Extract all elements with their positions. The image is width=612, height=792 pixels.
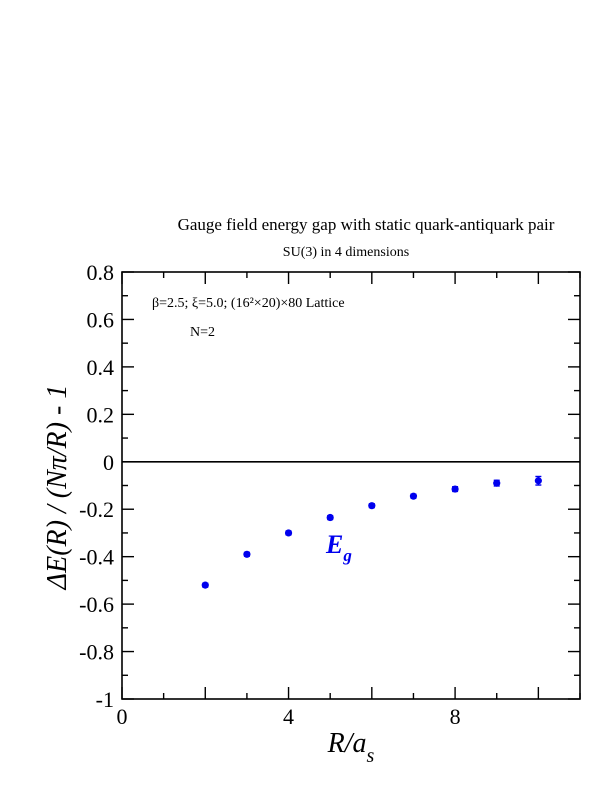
n-annotation: N=2: [190, 325, 215, 340]
data-point: [409, 492, 418, 500]
tick-labels: 0 4 8 -1 -0.8 -0.6 -0.4 -0.2 0 0.2 0.4 0.6 0.8: [79, 260, 460, 729]
data-point: [201, 581, 209, 589]
data-points: [201, 475, 542, 589]
y-tick-label: 0: [103, 450, 114, 475]
y-tick-label: -1: [96, 687, 114, 712]
data-point: [326, 513, 334, 522]
y-tick-label: 0.6: [87, 307, 115, 332]
data-point: [493, 479, 501, 487]
chart-subtitle: SU(3) in 4 dimensions: [283, 245, 409, 260]
params-annotation: β=2.5; ξ=5.0; (16²×20)×80 Lattice: [152, 296, 345, 311]
chart-title: Gauge field energy gap with static quark…: [178, 215, 555, 234]
tick-marks: [121, 271, 581, 700]
series-label: Eg: [325, 530, 352, 565]
y-tick-label: 0.8: [87, 260, 115, 285]
data-point: [243, 550, 251, 558]
data-point: [534, 477, 542, 485]
y-tick-label: 0.2: [87, 402, 115, 427]
x-tick-label: 8: [450, 704, 461, 729]
data-point: [284, 529, 293, 537]
y-tick-label: -0.6: [79, 592, 114, 617]
x-tick-label: 0: [117, 704, 128, 729]
y-tick-label: -0.8: [79, 640, 114, 665]
x-axis-label: R/as: [327, 728, 375, 767]
data-point: [451, 485, 459, 493]
y-tick-label: -0.2: [79, 497, 114, 522]
plot-area: 0 4 8 -1 -0.8 -0.6 -0.4 -0.2 0 0.2 0.4 0.6 0.8: [79, 260, 581, 729]
y-axis-label: ΔE(R) / (Nπ/R) - 1: [42, 385, 73, 591]
y-tick-label: -0.4: [79, 545, 114, 570]
x-tick-label: 4: [283, 704, 294, 729]
y-tick-label: 0.4: [87, 355, 115, 380]
data-point: [368, 502, 376, 510]
